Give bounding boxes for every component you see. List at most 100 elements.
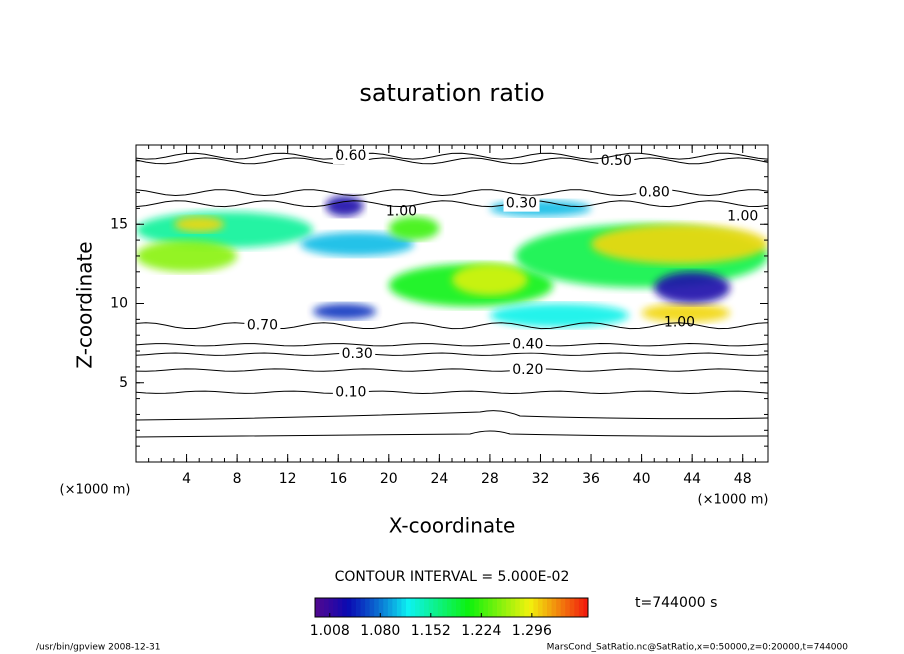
contour-line	[136, 342, 768, 347]
colorbar-cell	[365, 598, 371, 617]
colorbar-cell	[578, 598, 584, 617]
contour-label-bg	[244, 317, 281, 334]
x-tick-label: 48	[734, 471, 752, 487]
plot-area	[136, 148, 768, 438]
colorbar-cell	[324, 598, 330, 617]
contour-line	[136, 368, 768, 372]
contour-line	[136, 352, 768, 356]
contour-label-bg	[503, 195, 540, 212]
shaded-region	[312, 303, 377, 320]
colorbar-cell	[483, 598, 489, 617]
contour-label: 1.00	[386, 204, 417, 220]
colorbar-cell	[533, 598, 539, 617]
colorbar-cell	[351, 598, 357, 617]
shaded-region	[654, 271, 731, 304]
colorbar-cell	[542, 598, 548, 617]
colorbar-cell	[465, 598, 471, 617]
colorbar-cell	[396, 598, 402, 617]
colorbar-cell	[328, 598, 334, 617]
y-tick-label: 15	[110, 216, 128, 232]
colorbar-cell	[419, 598, 425, 617]
contour-label: 1.00	[664, 315, 695, 331]
colorbar-cell	[446, 598, 452, 617]
x-tick-label: 12	[279, 471, 297, 487]
x-tick-label: 44	[683, 471, 701, 487]
shaded-region	[388, 216, 440, 241]
contour-label: 1.00	[727, 208, 758, 224]
contour-label-bg	[636, 184, 673, 201]
colorbar-cell	[547, 598, 553, 617]
chart-title: saturation ratio	[359, 79, 544, 107]
colorbar-cell	[374, 598, 380, 617]
x-tick-label: 4	[182, 471, 191, 487]
colorbar-cell	[442, 598, 448, 617]
contour-label: 0.60	[335, 148, 366, 164]
shaded-region	[591, 224, 768, 264]
contour-label: 0.80	[639, 185, 670, 201]
colorbar-cell	[537, 598, 543, 617]
colorbar-cell	[515, 598, 521, 617]
x-tick-label: 24	[430, 471, 448, 487]
colorbar-cell	[497, 598, 503, 617]
colorbar-tick-label: 1.152	[411, 623, 451, 639]
colorbar-cell	[315, 598, 321, 617]
colorbar-tick-label: 1.296	[512, 623, 552, 639]
colorbar-cell	[342, 598, 348, 617]
colorbar-cell	[401, 598, 407, 617]
contour-label-bg	[332, 384, 369, 401]
colorbar-cell	[369, 598, 375, 617]
colorbar-cell	[528, 598, 534, 617]
contour-label: 0.10	[335, 384, 366, 400]
colorbar-cell	[510, 598, 516, 617]
colorbar-cell	[574, 598, 580, 617]
contour-label: 0.20	[512, 362, 543, 378]
colorbar-cell	[506, 598, 512, 617]
contour-line	[136, 152, 768, 160]
colorbar-cell	[569, 598, 575, 617]
contour-line	[136, 322, 768, 330]
x-axis-label: X-coordinate	[389, 514, 516, 538]
colorbar-cell	[456, 598, 462, 617]
x-tick-label: 28	[481, 471, 499, 487]
colorbar-cell	[474, 598, 480, 617]
contour-label-bg	[339, 346, 376, 363]
colorbar-cell	[524, 598, 530, 617]
contour-label-bg	[509, 336, 546, 353]
footer-left: /usr/bin/gpview 2008-12-31	[36, 643, 160, 653]
x-tick-label: 20	[380, 471, 398, 487]
contour-line	[136, 157, 768, 165]
y-axis-label: Z-coordinate	[73, 241, 97, 368]
x-tick-label: 40	[633, 471, 651, 487]
colorbar-cell	[437, 598, 443, 617]
time-label: t=744000 s	[635, 595, 717, 611]
shaded-region	[325, 195, 364, 217]
footer-right: MarsCond_SatRatio.nc@SatRatio,x=0:50000,…	[547, 643, 849, 653]
shaded-region	[173, 216, 225, 233]
colorbar-cell	[319, 598, 325, 617]
contour-line	[136, 390, 768, 395]
colorbar-cell	[360, 598, 366, 617]
colorbar-cell	[583, 598, 589, 617]
colorbar-cell	[392, 598, 398, 617]
x-tick-label: 36	[582, 471, 600, 487]
colorbar-cell	[519, 598, 525, 617]
shaded-region	[641, 303, 731, 323]
colorbar-cell	[424, 598, 430, 617]
contour-label: 0.50	[601, 153, 632, 169]
colorbar-cell	[383, 598, 389, 617]
contour-label: 0.40	[512, 337, 543, 353]
y-tick-label: 5	[119, 375, 128, 391]
contour-label: 0.30	[506, 196, 537, 212]
colorbar-frame	[314, 597, 589, 618]
contour-label: 0.70	[247, 318, 278, 334]
colorbar-cell	[492, 598, 498, 617]
colorbar-cell	[433, 598, 439, 617]
contour-label-bg	[332, 148, 369, 165]
colorbar-cell	[565, 598, 571, 617]
x-tick-label: 32	[532, 471, 550, 487]
contour-label: 0.30	[342, 346, 373, 362]
colorbar-tick-label: 1.224	[461, 623, 501, 639]
contour-line	[136, 410, 768, 421]
colorbar-cell	[451, 598, 457, 617]
